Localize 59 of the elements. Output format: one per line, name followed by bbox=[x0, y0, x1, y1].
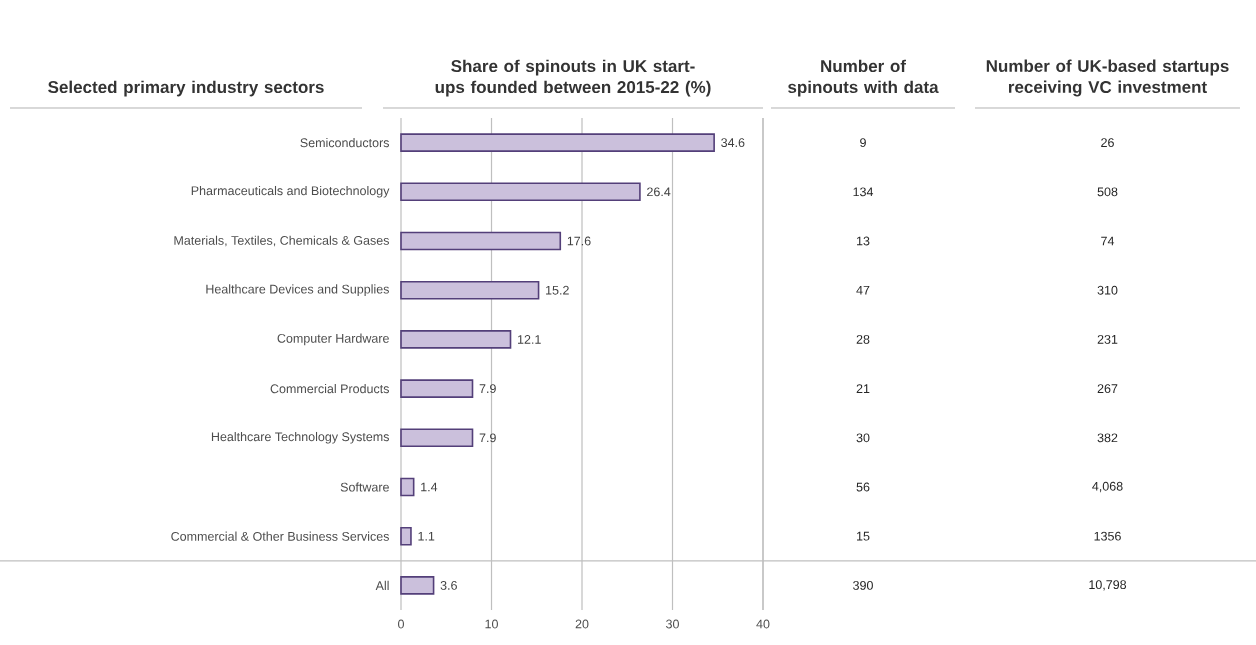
text: 382 bbox=[1097, 433, 1118, 443]
y-tick-label: Pharmaceuticals and Biotechnology bbox=[191, 185, 390, 198]
bar bbox=[400, 428, 474, 448]
bar bbox=[400, 231, 562, 251]
y-tick-label: Commercial Products bbox=[270, 384, 389, 394]
bar bbox=[400, 379, 474, 398]
y-tick-label: Materials, Textiles, Chemicals & Gases bbox=[174, 235, 389, 247]
text: 9 bbox=[860, 138, 866, 148]
bar bbox=[400, 526, 412, 546]
text: 26 bbox=[1101, 138, 1114, 148]
data-label: 3.6 bbox=[440, 580, 457, 590]
text: 13 bbox=[857, 236, 870, 246]
x-tick-label: 20 bbox=[575, 619, 589, 629]
text: 30 bbox=[856, 433, 870, 443]
text: 231 bbox=[1097, 334, 1118, 344]
data-label: 26.4 bbox=[647, 187, 671, 197]
x-tick-label: 40 bbox=[756, 619, 770, 629]
text: 267 bbox=[1097, 384, 1118, 394]
x-tick-label: 10 bbox=[485, 619, 498, 629]
y-tick-label: Semiconductors bbox=[300, 138, 390, 148]
y-tick-label: Computer Hardware bbox=[277, 333, 389, 346]
text: 390 bbox=[853, 580, 873, 590]
text: 74 bbox=[1101, 236, 1115, 246]
bar bbox=[400, 182, 641, 202]
data-label: 15.2 bbox=[546, 285, 569, 295]
y-tick-label: All bbox=[375, 580, 389, 590]
text: 310 bbox=[1097, 285, 1118, 295]
text: Number of UK-based startups receiving VC investment bbox=[986, 59, 1229, 97]
bar bbox=[400, 477, 415, 497]
x-tick-label: 30 bbox=[666, 619, 679, 629]
text: 47 bbox=[856, 285, 870, 295]
data-label: 17.6 bbox=[567, 236, 591, 246]
data-label: 34.6 bbox=[721, 138, 745, 148]
y-axis-title: Selected primary industry sectors bbox=[48, 80, 324, 97]
bar bbox=[400, 133, 715, 152]
text: 21 bbox=[856, 384, 870, 393]
data-label: 12.1 bbox=[518, 335, 541, 344]
text: 15 bbox=[857, 531, 870, 541]
y-tick-label: Healthcare Technology Systems bbox=[211, 431, 389, 444]
bar bbox=[400, 330, 512, 349]
bar bbox=[400, 280, 540, 300]
y-tick-label: Commercial & Other Business Services bbox=[171, 531, 389, 541]
x-tick-label: 0 bbox=[398, 619, 404, 629]
text: 1356 bbox=[1094, 531, 1121, 541]
y-tick-label: Healthcare Devices and Supplies bbox=[206, 284, 389, 297]
y-tick-label: Software bbox=[340, 482, 389, 492]
text: 134 bbox=[853, 187, 874, 197]
data-label: 1.1 bbox=[418, 531, 435, 541]
text: 10,798 bbox=[1089, 580, 1127, 591]
data-label: 7.9 bbox=[479, 433, 496, 443]
text: 28 bbox=[856, 334, 870, 344]
text: 56 bbox=[856, 482, 870, 492]
text: 508 bbox=[1097, 187, 1118, 197]
bar bbox=[400, 576, 435, 595]
data-label: 1.4 bbox=[421, 482, 438, 492]
text: 4,068 bbox=[1092, 481, 1123, 493]
data-label: 7.9 bbox=[479, 384, 496, 394]
text: Number of spinouts with data bbox=[788, 59, 939, 97]
chart-title: Share of spinouts in UK start-ups founded between 2015-22 (%) bbox=[435, 59, 711, 97]
